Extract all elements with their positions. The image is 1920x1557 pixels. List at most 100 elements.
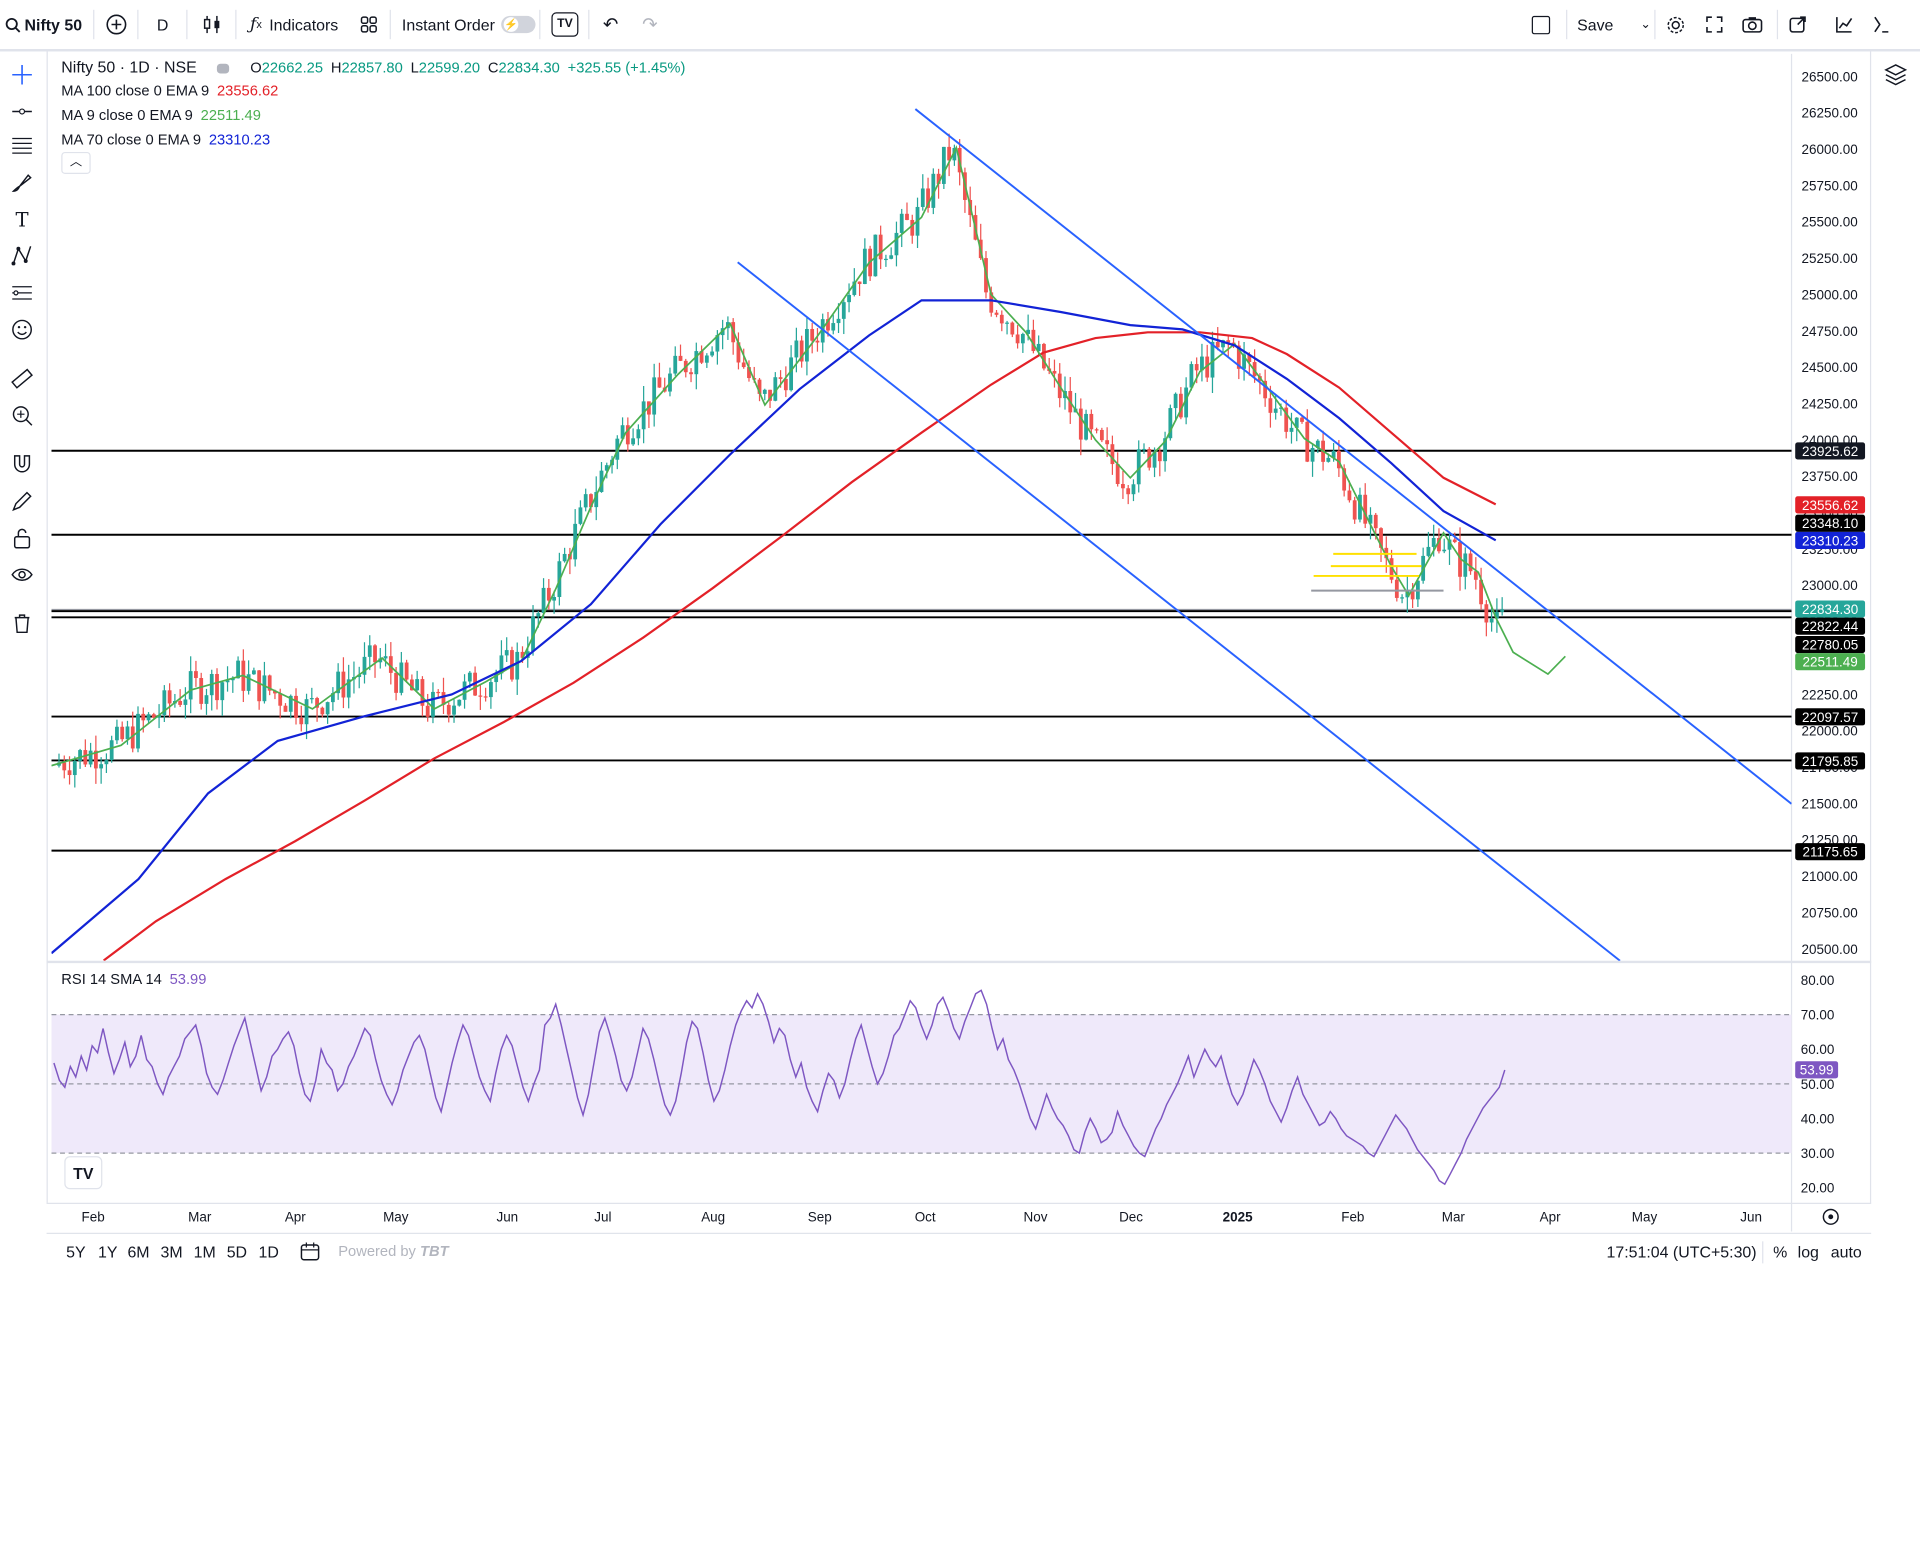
range-5y-button[interactable]: 5Y	[66, 1242, 86, 1261]
candle-body	[146, 714, 151, 721]
crosshair-tool[interactable]	[9, 61, 36, 88]
rsi-tick-label: 30.00	[1801, 1146, 1835, 1161]
candle-body	[599, 470, 604, 492]
log-toggle[interactable]: log	[1797, 1242, 1819, 1261]
hide-tool[interactable]	[9, 561, 36, 588]
stay-drawing-tool[interactable]	[9, 488, 36, 515]
candle-body	[552, 596, 556, 601]
powered-by-text: Powered by	[338, 1242, 416, 1260]
ma100-label: MA 100 close 0 EMA 9	[61, 82, 210, 100]
trend-line-tool[interactable]	[9, 98, 36, 125]
candle-body	[83, 750, 88, 765]
redo-button[interactable]: ↷	[642, 11, 657, 38]
pattern-tool[interactable]	[9, 243, 36, 270]
measure-tool[interactable]	[9, 365, 36, 392]
range-1d-button[interactable]: 1D	[258, 1242, 279, 1261]
rsi-legend[interactable]: RSI 14 SMA 14 53.99	[61, 971, 210, 988]
range-1m-button[interactable]: 1M	[193, 1242, 216, 1261]
legend-ma100[interactable]: MA 100 close 0 EMA 9 23556.62	[61, 82, 282, 99]
save-button[interactable]: Save ⌄	[1577, 11, 1651, 38]
broker-logo-button[interactable]: TV	[551, 11, 579, 38]
date-tick-label: Sep	[808, 1210, 832, 1225]
tv-watermark: TV	[64, 1156, 103, 1190]
candle-body	[1426, 546, 1431, 556]
tbt-logo-icon: TBT	[419, 1242, 449, 1260]
candle-body	[852, 281, 857, 295]
settings-button[interactable]	[1665, 11, 1686, 38]
range-5d-button[interactable]: 5D	[226, 1242, 248, 1261]
price-tag-label: 23925.62	[1802, 444, 1858, 459]
snapshot-button[interactable]	[1741, 11, 1763, 38]
brush-tool[interactable]	[9, 169, 36, 196]
fib-tool[interactable]	[9, 132, 36, 159]
interval-button[interactable]: D	[157, 11, 169, 38]
trend-line-lower[interactable]	[737, 261, 1621, 961]
legend-ma70[interactable]: MA 70 close 0 EMA 9 23310.23	[61, 131, 274, 148]
axis-settings-button[interactable]	[1822, 1208, 1839, 1225]
legend-title: Nifty 50 · 1D · NSE	[61, 57, 197, 76]
magnet-tool[interactable]	[9, 451, 36, 478]
candle-body	[1131, 484, 1136, 495]
text-tool[interactable]: T	[9, 206, 36, 233]
percent-toggle[interactable]: %	[1773, 1242, 1788, 1261]
price-tick-label: 20500.00	[1802, 942, 1858, 957]
candle-body	[236, 660, 240, 679]
candle-body	[1458, 542, 1462, 577]
save-label: Save	[1577, 15, 1614, 34]
candle-body	[841, 302, 846, 319]
range-3m-button[interactable]: 3M	[160, 1242, 183, 1261]
popout-button[interactable]	[1788, 11, 1808, 38]
instant-order-toggle[interactable]: Instant Order ⚡	[401, 11, 536, 38]
auto-toggle[interactable]: auto	[1830, 1242, 1862, 1261]
candle-body	[1279, 407, 1283, 409]
candle-body	[905, 213, 909, 220]
candle-body	[931, 173, 936, 208]
layout-button[interactable]	[1531, 11, 1551, 38]
legend-ma9[interactable]: MA 9 close 0 EMA 9 22511.49	[61, 107, 264, 124]
candle-body	[109, 740, 114, 761]
candle-body	[125, 726, 130, 740]
candle-body	[1110, 444, 1115, 465]
object-tree-button[interactable]	[1882, 61, 1909, 94]
zoom-tool[interactable]	[9, 402, 36, 429]
legend-high: 22857.80	[341, 58, 403, 76]
trading-panel-button[interactable]	[1834, 11, 1854, 38]
candle-body	[1168, 408, 1173, 439]
date-tick-label: Dec	[1119, 1210, 1143, 1225]
undo-button[interactable]: ↶	[603, 11, 618, 38]
symbol-search[interactable]: Nifty 50	[5, 11, 82, 38]
trend-line-upper[interactable]	[914, 108, 1792, 805]
fullscreen-button[interactable]	[1705, 11, 1725, 38]
candle-body	[320, 707, 325, 715]
templates-button[interactable]	[359, 11, 379, 38]
delete-tool[interactable]	[9, 610, 36, 637]
candle-body	[1463, 553, 1468, 577]
emoji-tool[interactable]	[9, 316, 36, 343]
candle-body	[710, 351, 715, 356]
date-tick-label: May	[383, 1210, 409, 1225]
chart-type-button[interactable]	[201, 11, 223, 38]
legend-hide-icon[interactable]	[216, 63, 229, 74]
alerts-button[interactable]	[1871, 11, 1891, 38]
candle-body	[1294, 417, 1299, 428]
candle-body	[794, 340, 799, 358]
date-tick-label: Jun	[1740, 1210, 1762, 1225]
goto-date-button[interactable]	[299, 1240, 321, 1266]
toggle-switch[interactable]: ⚡	[501, 15, 536, 34]
price-chart[interactable]: 20500.0020750.0021000.0021250.0021500.00…	[0, 0, 1920, 1271]
candle-body	[1205, 356, 1210, 378]
range-6m-button[interactable]: 6M	[127, 1242, 150, 1261]
candle-body	[67, 770, 72, 776]
compare-button[interactable]	[105, 11, 127, 38]
range-1y-button[interactable]: 1Y	[98, 1242, 118, 1261]
clock-label[interactable]: 17:51:04 (UTC+5:30)	[1606, 1242, 1757, 1261]
candle-body	[715, 335, 720, 352]
candle-body	[215, 673, 219, 701]
instant-order-label: Instant Order	[401, 15, 495, 34]
lightning-icon: ⚡	[503, 17, 519, 32]
lock-tool[interactable]	[9, 524, 36, 551]
prediction-tool[interactable]	[9, 279, 36, 306]
collapse-legend-button[interactable]: ︿	[61, 151, 91, 175]
candle-body	[862, 248, 867, 285]
